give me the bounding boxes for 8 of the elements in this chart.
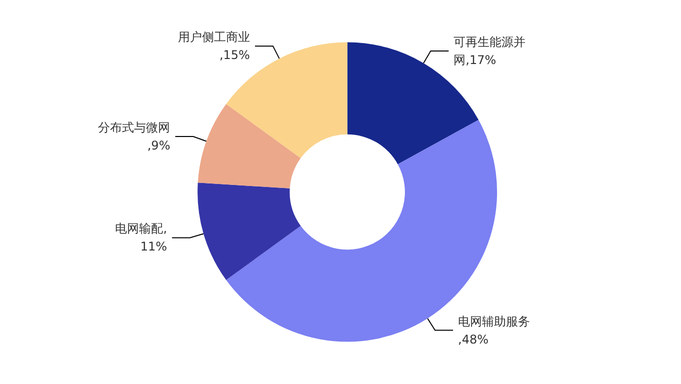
slice-label: 电网输配,11%	[115, 222, 168, 254]
slice-label: 可再生能源并网,17%	[454, 35, 526, 68]
data-label: ,48%	[458, 332, 489, 346]
data-label: ,15%	[219, 48, 250, 62]
slice-label: 分布式与微网	[98, 120, 170, 135]
slice-label: 用户侧工商业	[178, 30, 250, 44]
slice-label: 电网辅助服务	[458, 314, 530, 328]
data-label: ,9%	[147, 138, 170, 153]
